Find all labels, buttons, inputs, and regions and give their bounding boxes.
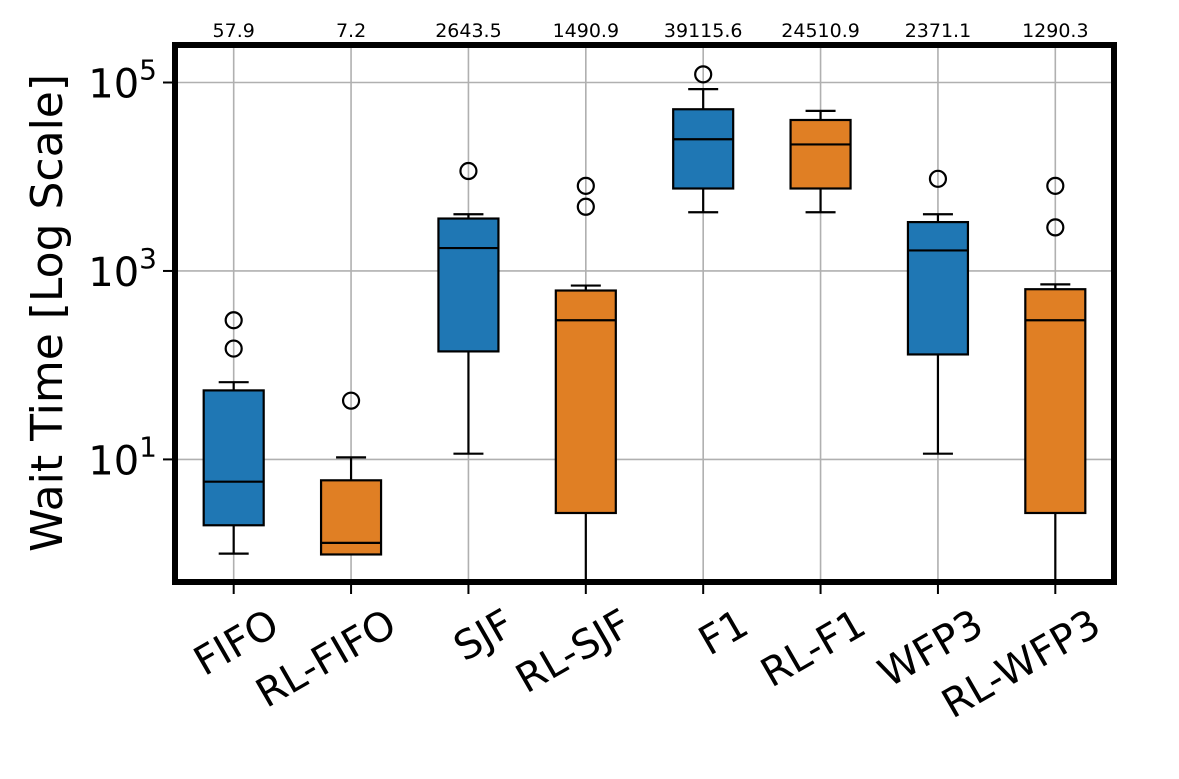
box-rl-fifo (319, 391, 383, 556)
mean-value-label: 1290.3 (1022, 20, 1088, 42)
mean-value-label: 7.2 (336, 20, 366, 42)
outlier-point (1046, 176, 1065, 195)
outlier-point (1046, 218, 1065, 237)
y-axis-label: Wait Time [Log Scale] (22, 74, 73, 552)
box-f1 (672, 65, 735, 214)
y-tick-label: 101 (88, 430, 157, 484)
outlier-point (694, 65, 713, 84)
x-tick-label: RL-F1 (753, 601, 873, 697)
box-body (437, 217, 500, 353)
mean-value-label: 2643.5 (435, 20, 501, 42)
grid-lines (175, 45, 1114, 582)
box-body (906, 220, 970, 356)
box-body (672, 108, 735, 190)
mean-value-label: 1490.9 (553, 20, 619, 42)
y-tick-label: 105 (88, 53, 157, 107)
box-rl-f1 (789, 109, 852, 214)
x-tick-label: SJF (446, 601, 521, 671)
box-fifo (202, 311, 265, 555)
boxes-layer (202, 65, 1087, 582)
box-rl-sjf (554, 176, 617, 582)
outlier-point (928, 169, 948, 188)
mean-value-label: 39115.6 (664, 20, 743, 42)
outlier-point (224, 311, 243, 330)
box-body (202, 389, 265, 527)
outlier-point (459, 161, 478, 181)
x-tick-label: RL-SJF (508, 601, 638, 703)
outlier-point (576, 197, 595, 216)
outlier-point (341, 391, 361, 410)
mean-value-label: 57.9 (213, 20, 255, 42)
box-rl-wfp3 (1024, 176, 1087, 582)
outlier-point (576, 176, 595, 195)
mean-value-label: 2371.1 (905, 20, 971, 42)
box-body (1024, 288, 1087, 515)
mean-value-label: 24510.9 (781, 20, 860, 42)
box-sjf (437, 161, 500, 455)
outlier-point (224, 339, 243, 358)
x-tick-label: F1 (691, 601, 756, 665)
box-body (789, 118, 852, 190)
y-tick-label: 103 (88, 242, 157, 296)
box-wfp3 (906, 169, 970, 455)
ticks-layer (163, 81, 1057, 594)
box-body (554, 289, 617, 515)
plot-frame (172, 42, 1117, 585)
